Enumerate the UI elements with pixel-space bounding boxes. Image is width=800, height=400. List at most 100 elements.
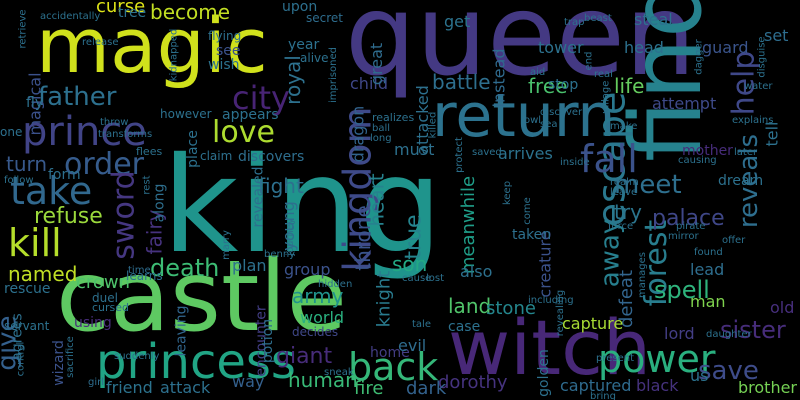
word: inside: [560, 157, 590, 168]
word: found: [694, 247, 723, 258]
word: death: [150, 254, 220, 282]
word: castle: [56, 240, 347, 354]
word: dragon: [348, 105, 368, 163]
word: make: [610, 121, 638, 132]
word: child: [350, 74, 388, 93]
word: guard: [702, 38, 749, 57]
word: pirate: [676, 221, 706, 232]
word: retrieve: [17, 9, 29, 49]
word: time: [128, 265, 151, 276]
word: rest: [141, 175, 153, 195]
word: order: [64, 147, 144, 182]
word: mother: [682, 143, 733, 159]
word: tale: [412, 319, 431, 330]
word: human: [288, 368, 358, 392]
word: tree: [118, 5, 147, 21]
word: lord: [664, 324, 695, 343]
word: discover: [540, 107, 583, 118]
word: sister: [720, 316, 786, 344]
word: one: [0, 125, 23, 139]
word: long: [370, 133, 392, 144]
word: evil: [398, 336, 427, 355]
word: curse: [96, 0, 146, 17]
word: great: [367, 42, 387, 86]
word: keep: [502, 180, 514, 206]
word: learns: [126, 269, 163, 283]
word: explains: [732, 115, 774, 126]
word: queen: [345, 0, 696, 101]
word: potion: [260, 318, 277, 364]
word: offer: [722, 235, 746, 246]
word: accidentally: [40, 11, 101, 22]
word: power: [598, 337, 716, 381]
word: flying: [208, 29, 242, 43]
word: real: [594, 69, 613, 80]
word: free: [528, 74, 568, 98]
word: along: [151, 183, 168, 223]
word: instead: [489, 48, 509, 108]
word: rescue: [4, 281, 51, 297]
word: fire: [354, 378, 384, 399]
word: throw: [100, 117, 129, 128]
word: stone: [486, 298, 536, 319]
word: golden: [535, 349, 552, 397]
word: old: [770, 298, 795, 317]
word: back: [348, 345, 439, 389]
word: journey: [284, 218, 296, 256]
word: princess: [96, 334, 296, 390]
word: realm: [610, 177, 639, 188]
word: get: [444, 12, 471, 31]
word: father: [38, 82, 117, 112]
word: secret: [306, 11, 343, 25]
word: beast: [584, 13, 612, 24]
word: arrives: [498, 144, 553, 163]
word: decides: [292, 325, 339, 339]
word: alive: [300, 51, 329, 65]
word: meanwhile: [458, 175, 480, 275]
word: benny: [264, 249, 296, 260]
word: village: [600, 80, 612, 114]
word: us: [690, 366, 709, 385]
word: wizard: [50, 340, 67, 386]
word: see: [216, 43, 241, 59]
word: case: [448, 319, 481, 335]
word: also: [460, 262, 493, 281]
word: giant: [276, 344, 333, 369]
word: revealing: [555, 289, 567, 337]
word: saved: [472, 147, 502, 158]
word: son: [392, 252, 428, 276]
word: form: [48, 167, 81, 183]
word: heart: [364, 173, 389, 227]
word: kill: [8, 221, 62, 265]
word: end: [583, 51, 595, 71]
word: hidden: [318, 279, 353, 290]
word: way: [232, 372, 265, 391]
word: refuse: [34, 204, 103, 229]
word: cause: [402, 273, 432, 284]
word: named: [8, 262, 78, 286]
word: trap: [564, 17, 585, 28]
word: bring: [590, 391, 616, 400]
word: appears: [222, 107, 279, 123]
word: servant: [4, 319, 50, 333]
word: set: [764, 26, 789, 45]
word: manages: [637, 251, 649, 299]
word: place: [184, 130, 201, 168]
word: steal: [634, 10, 673, 29]
word: imprisoned: [327, 47, 339, 103]
word: sacrifice: [64, 336, 76, 378]
word: prince: [22, 109, 147, 155]
word: kidnapped: [168, 28, 180, 82]
word: lead: [690, 260, 725, 279]
word: girl: [88, 377, 105, 388]
word: disguise: [756, 36, 768, 78]
word: sword: [106, 170, 142, 260]
word: black: [636, 376, 679, 395]
word: water: [744, 81, 773, 92]
word: friend: [106, 378, 153, 397]
word: ball: [372, 123, 391, 134]
word: become: [150, 0, 231, 24]
word: suddenly: [114, 351, 160, 362]
word: dorothy: [438, 372, 508, 393]
